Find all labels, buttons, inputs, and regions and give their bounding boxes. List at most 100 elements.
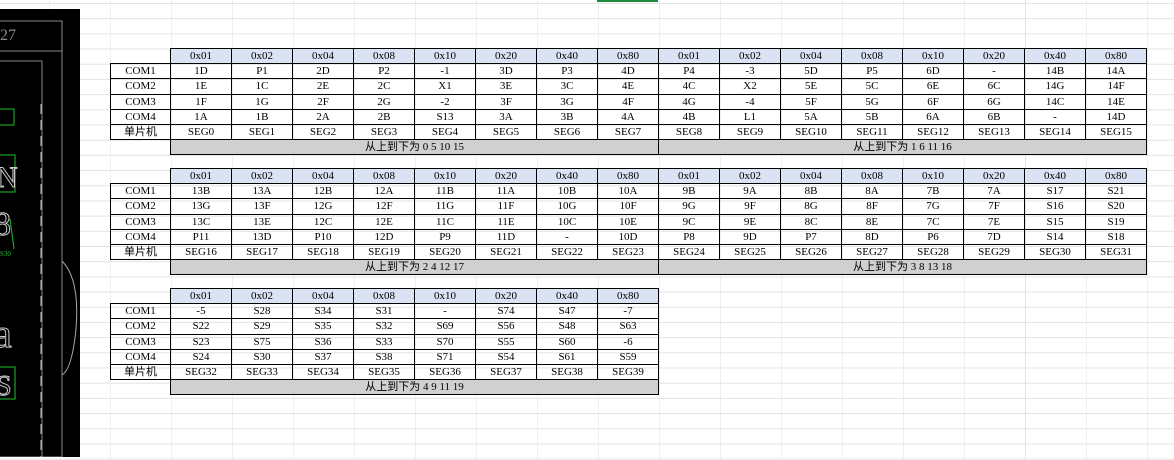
segment-cell[interactable]: P5: [841, 63, 903, 80]
segment-cell[interactable]: 10F: [597, 198, 659, 215]
segment-cell[interactable]: 6G: [963, 93, 1025, 110]
bit-header[interactable]: 0x01: [170, 287, 232, 305]
segment-cell[interactable]: 7G: [902, 198, 964, 215]
segment-cell[interactable]: 9A: [719, 183, 781, 200]
segment-cell[interactable]: 6E: [902, 78, 964, 95]
segment-cell[interactable]: -1: [414, 63, 476, 80]
segment-cell[interactable]: SEG18: [292, 243, 354, 261]
segment-cell[interactable]: S61: [536, 348, 598, 365]
segment-cell[interactable]: 9G: [658, 198, 720, 215]
segment-cell[interactable]: SEG9: [719, 123, 781, 141]
segment-cell[interactable]: 4C: [658, 78, 720, 95]
segment-cell[interactable]: S19: [1085, 213, 1147, 230]
segment-cell[interactable]: 6D: [902, 63, 964, 80]
segment-cell[interactable]: S17: [1024, 183, 1086, 200]
segment-cell[interactable]: SEG29: [963, 243, 1025, 261]
row-label[interactable]: COM4: [110, 229, 171, 245]
segment-cell[interactable]: SEG1: [231, 123, 293, 141]
segment-cell[interactable]: SEG23: [597, 243, 659, 261]
segment-cell[interactable]: 11G: [414, 198, 476, 215]
segment-cell[interactable]: SEG26: [780, 243, 842, 261]
segment-cell[interactable]: SEG33: [231, 363, 293, 381]
segment-cell[interactable]: SEG32: [170, 363, 232, 381]
bit-header[interactable]: 0x20: [963, 167, 1025, 185]
digit-order-note[interactable]: 从上到下为 0 5 10 15: [170, 139, 659, 156]
bit-header[interactable]: 0x08: [841, 167, 903, 185]
segment-cell[interactable]: 7F: [963, 198, 1025, 215]
segment-cell[interactable]: 4B: [658, 108, 720, 125]
segment-cell[interactable]: SEG27: [841, 243, 903, 261]
segment-cell[interactable]: 5B: [841, 108, 903, 125]
segment-cell[interactable]: 3G: [536, 93, 598, 110]
segment-cell[interactable]: L1: [719, 108, 781, 125]
row-label[interactable]: COM2: [110, 198, 171, 215]
segment-cell[interactable]: 1C: [231, 78, 293, 95]
segment-cell[interactable]: 9E: [719, 213, 781, 230]
segment-cell[interactable]: SEG12: [902, 123, 964, 141]
row-label[interactable]: COM1: [110, 303, 171, 320]
segment-cell[interactable]: S74: [475, 303, 537, 320]
segment-cell[interactable]: 1B: [231, 108, 293, 125]
segment-cell[interactable]: SEG35: [353, 363, 415, 381]
segment-cell[interactable]: P4: [658, 63, 720, 80]
bit-header[interactable]: 0x40: [536, 287, 598, 305]
segment-cell[interactable]: SEG11: [841, 123, 903, 141]
segment-cell[interactable]: S24: [170, 348, 232, 365]
segment-cell[interactable]: P3: [536, 63, 598, 80]
segment-cell[interactable]: 5A: [780, 108, 842, 125]
segment-cell[interactable]: 14B: [1024, 63, 1086, 80]
segment-cell[interactable]: 8B: [780, 183, 842, 200]
row-label[interactable]: COM1: [110, 63, 171, 80]
bit-header[interactable]: 0x01: [658, 167, 720, 185]
segment-cell[interactable]: 12C: [292, 213, 354, 230]
segment-cell[interactable]: 3C: [536, 78, 598, 95]
segment-cell[interactable]: 3A: [475, 108, 537, 125]
segment-cell[interactable]: SEG0: [170, 123, 232, 141]
segment-cell[interactable]: -: [414, 303, 476, 320]
bit-header[interactable]: 0x10: [902, 47, 964, 65]
segment-cell[interactable]: 12E: [353, 213, 415, 230]
segment-cell[interactable]: S34: [292, 303, 354, 320]
segment-cell[interactable]: SEG25: [719, 243, 781, 261]
segment-cell[interactable]: 5F: [780, 93, 842, 110]
bit-header[interactable]: 0x20: [963, 47, 1025, 65]
segment-cell[interactable]: -3: [719, 63, 781, 80]
segment-cell[interactable]: 9C: [658, 213, 720, 230]
segment-cell[interactable]: 4A: [597, 108, 659, 125]
segment-cell[interactable]: SEG24: [658, 243, 720, 261]
segment-cell[interactable]: 7B: [902, 183, 964, 200]
segment-cell[interactable]: 14G: [1024, 78, 1086, 95]
segment-cell[interactable]: 7A: [963, 183, 1025, 200]
segment-cell[interactable]: SEG34: [292, 363, 354, 381]
segment-cell[interactable]: 11D: [475, 228, 537, 245]
segment-cell[interactable]: 8D: [841, 228, 903, 245]
bit-header[interactable]: 0x10: [414, 287, 476, 305]
segment-cell[interactable]: 3F: [475, 93, 537, 110]
segment-cell[interactable]: 13A: [231, 183, 293, 200]
segment-cell[interactable]: -2: [414, 93, 476, 110]
bit-header[interactable]: 0x02: [719, 167, 781, 185]
segment-cell[interactable]: S28: [231, 303, 293, 320]
segment-cell[interactable]: SEG36: [414, 363, 476, 381]
segment-cell[interactable]: SEG13: [963, 123, 1025, 141]
segment-cell[interactable]: S75: [231, 333, 293, 350]
row-label[interactable]: 单片机: [110, 244, 171, 261]
segment-cell[interactable]: S60: [536, 333, 598, 350]
segment-cell[interactable]: 8C: [780, 213, 842, 230]
row-label[interactable]: COM1: [110, 183, 171, 200]
segment-cell[interactable]: SEG8: [658, 123, 720, 141]
digit-order-note[interactable]: 从上到下为 4 9 11 19: [170, 379, 659, 396]
segment-cell[interactable]: S37: [292, 348, 354, 365]
segment-cell[interactable]: 12F: [353, 198, 415, 215]
bit-header[interactable]: 0x04: [780, 47, 842, 65]
segment-cell[interactable]: S16: [1024, 198, 1086, 215]
segment-cell[interactable]: 3B: [536, 108, 598, 125]
segment-cell[interactable]: S23: [170, 333, 232, 350]
segment-cell[interactable]: 11A: [475, 183, 537, 200]
segment-cell[interactable]: 14E: [1085, 93, 1147, 110]
segment-cell[interactable]: 14C: [1024, 93, 1086, 110]
segment-cell[interactable]: 1D: [170, 63, 232, 80]
segment-cell[interactable]: 7E: [963, 213, 1025, 230]
segment-cell[interactable]: 11B: [414, 183, 476, 200]
segment-cell[interactable]: 8F: [841, 198, 903, 215]
